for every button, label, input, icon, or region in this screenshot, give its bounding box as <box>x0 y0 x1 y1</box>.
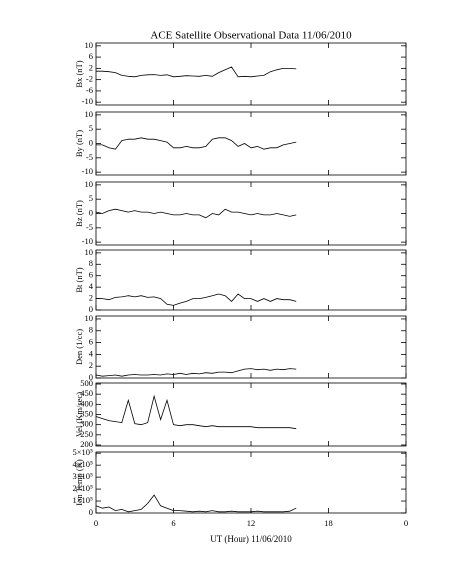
y-tick-label: 8 <box>89 325 93 335</box>
y-tick-label: 5×10⁵ <box>72 447 93 457</box>
y-tick-label: 10 <box>85 179 94 189</box>
y-axis-label: Vel (Km/sec) <box>74 392 84 437</box>
y-tick-label: -6 <box>86 85 93 95</box>
y-tick-label: 0 <box>89 304 93 314</box>
chart-title: ACE Satellite Observational Data 11/06/2… <box>150 30 352 42</box>
y-tick-label: -10 <box>82 166 93 176</box>
panel-frame <box>95 111 407 176</box>
data-line <box>96 137 297 150</box>
y-tick-label: 200 <box>80 439 93 449</box>
data-line <box>95 494 297 513</box>
y-tick-label: 3×10⁵ <box>72 471 93 481</box>
y-tick-label: 0 <box>89 137 93 147</box>
y-tick-label: 10 <box>85 247 94 257</box>
y-tick-label: -5 <box>86 152 93 162</box>
x-tick-label: 0 <box>94 518 98 528</box>
y-tick-label: 300 <box>80 419 93 429</box>
y-tick-label: 1×10⁵ <box>72 495 93 505</box>
x-tick-label: 6 <box>171 518 175 528</box>
panel-frame <box>95 181 407 246</box>
y-tick-label: 350 <box>80 408 93 418</box>
x-tick-label: 0 <box>404 518 408 528</box>
y-tick-label: 0 <box>89 507 93 517</box>
y-tick-label: 0 <box>89 372 93 382</box>
panel-frame <box>95 451 407 514</box>
y-tick-label: 10 <box>85 109 94 119</box>
y-tick-label: 2 <box>89 360 93 370</box>
y-axis-label: By (nT) <box>74 130 84 157</box>
y-axis-label: Den (1/cc) <box>74 329 84 365</box>
y-tick-label: 6 <box>89 270 93 280</box>
panel-frame <box>95 249 407 311</box>
y-tick-label: 6 <box>89 51 93 61</box>
data-line <box>95 368 297 377</box>
y-tick-label: 4 <box>89 348 94 358</box>
y-tick-label: -5 <box>86 222 93 232</box>
y-tick-label: 5 <box>89 123 93 133</box>
x-tick-label: 18 <box>324 518 333 528</box>
y-tick-label: 500 <box>80 378 93 388</box>
y-axis-label: Bz (nT) <box>74 200 84 227</box>
panel-frame <box>95 382 407 447</box>
y-tick-label: 0 <box>89 207 93 217</box>
x-tick-label: 12 <box>247 518 256 528</box>
y-tick-label: 4 <box>89 281 94 291</box>
y-axis-label: Ion Temp (K) <box>74 459 84 506</box>
y-tick-label: -2 <box>86 74 93 84</box>
y-axis-label: Bt (nT) <box>74 267 84 292</box>
y-tick-label: 4×10⁵ <box>72 459 93 469</box>
panel-frame <box>95 42 407 106</box>
y-tick-label: 2 <box>89 293 93 303</box>
y-axis-label: Bx (nT) <box>74 60 84 87</box>
y-tick-label: 10 <box>85 313 94 323</box>
y-tick-label: 5 <box>89 193 93 203</box>
x-axis-label: UT (Hour) 11/06/2010 <box>210 534 292 544</box>
y-tick-label: 2×10⁵ <box>72 483 93 493</box>
data-line <box>95 208 297 219</box>
y-tick-label: 6 <box>89 337 93 347</box>
y-tick-label: 8 <box>89 258 93 268</box>
y-tick-label: -10 <box>82 236 93 246</box>
y-tick-label: 10 <box>85 40 94 50</box>
y-tick-label: 450 <box>80 388 93 398</box>
data-line <box>96 293 297 306</box>
y-tick-label: 400 <box>80 398 93 408</box>
data-line <box>95 394 297 430</box>
data-line <box>96 66 297 78</box>
y-tick-label: -10 <box>82 96 93 106</box>
y-tick-label: 250 <box>80 429 93 439</box>
y-tick-label: 2 <box>89 62 93 72</box>
